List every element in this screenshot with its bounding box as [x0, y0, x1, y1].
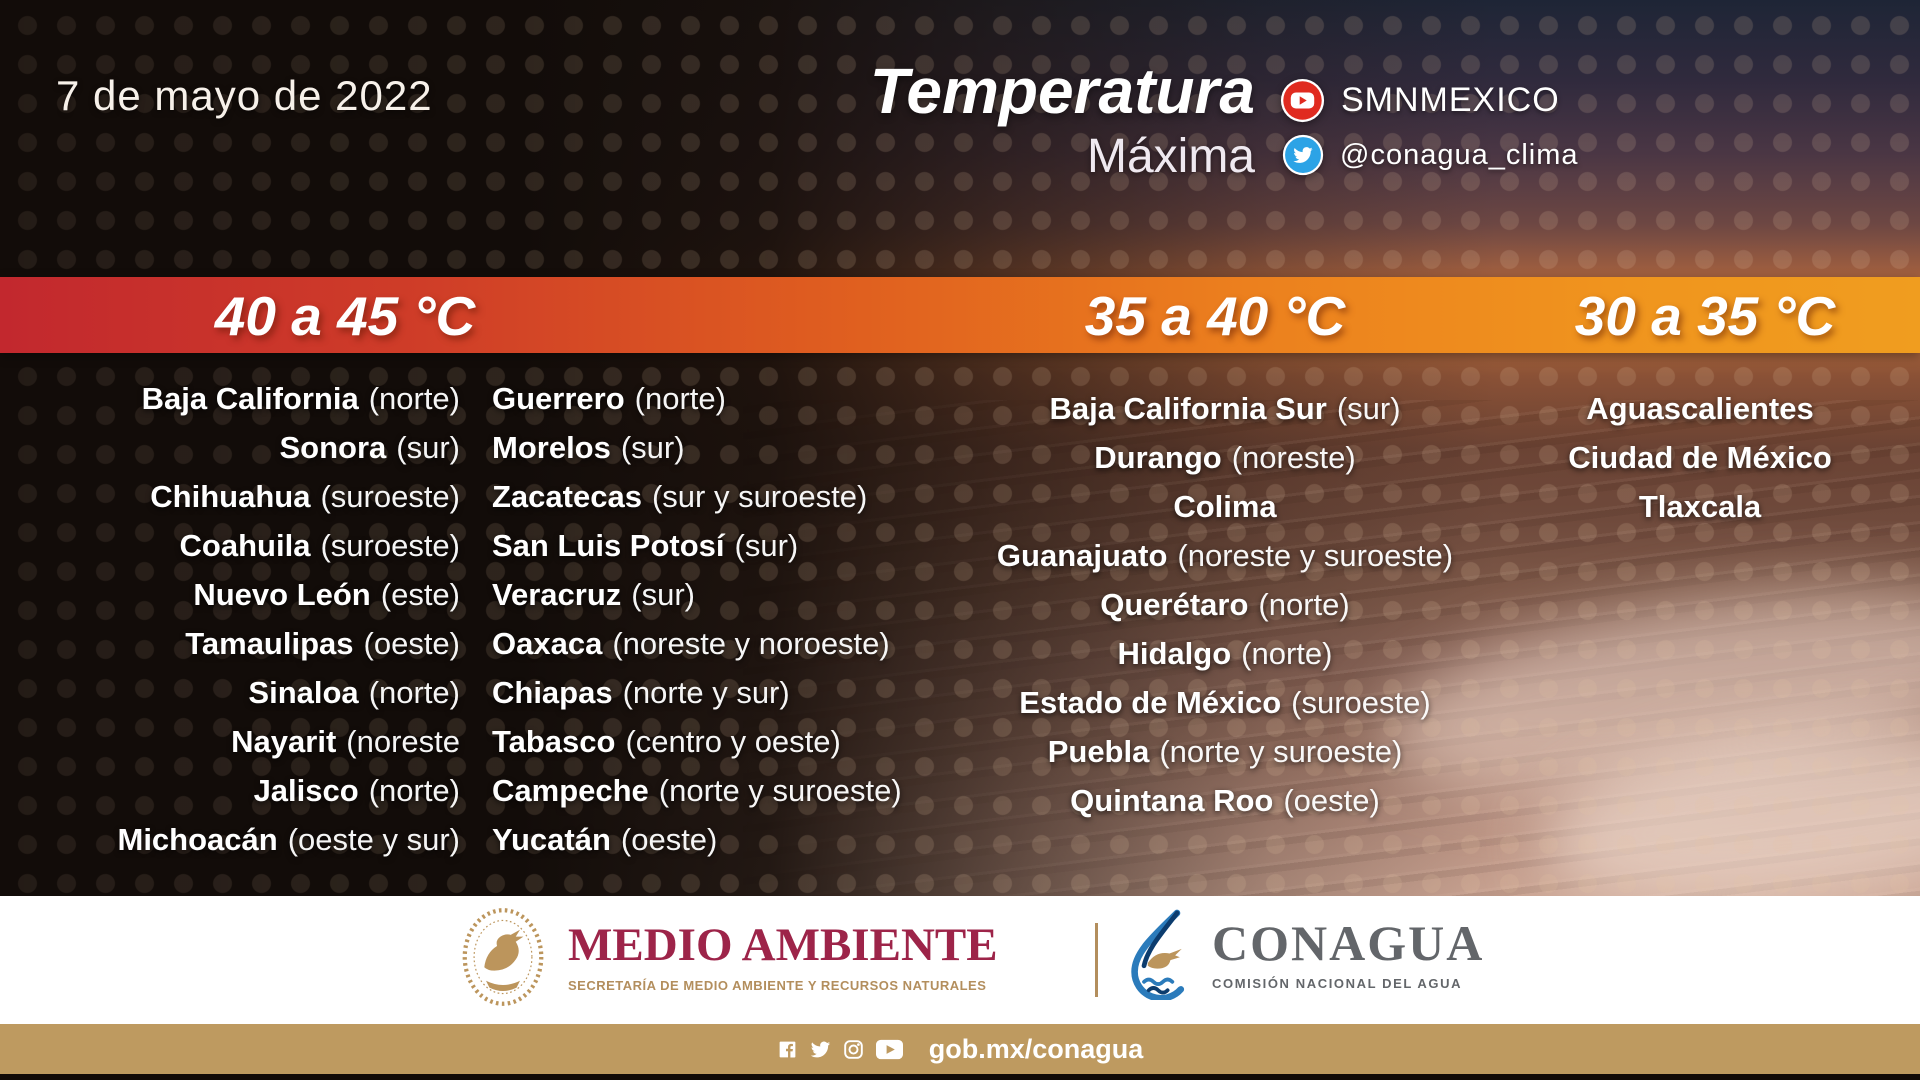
facebook-icon[interactable]	[777, 1039, 798, 1060]
state-item: Chiapas (norte y sur)	[492, 675, 790, 710]
state-item: Campeche (norte y suroeste)	[492, 773, 902, 808]
state-item: Sinaloa (norte)	[248, 675, 460, 710]
footer-bar	[0, 896, 1920, 1024]
footer-divider	[1095, 923, 1098, 997]
range-35-40-label: 35 a 40 °C	[1084, 285, 1346, 347]
semarnat-text: MEDIO AMBIENTE SECRETARÍA DE MEDIO AMBIE…	[568, 918, 998, 993]
semarnat-logo-group: MEDIO AMBIENTE SECRETARÍA DE MEDIO AMBIE…	[460, 906, 998, 1008]
conagua-title: CONAGUA	[1212, 914, 1485, 971]
page-title: Temperatura	[869, 55, 1255, 127]
twitter-icon	[1282, 134, 1324, 176]
states-40-45-column-left: Baja California (norte) Sonora (sur) Chihuah…	[40, 353, 461, 864]
state-item: Veracruz (sur)	[492, 577, 695, 612]
temperature-range-band	[0, 277, 1920, 353]
state-item: Estado de México (suroeste)	[1019, 685, 1431, 720]
halftone-dot-pattern	[0, 0, 1920, 896]
state-item: Oaxaca (noreste y noroeste)	[492, 626, 890, 661]
state-item: Durango (noreste)	[1094, 440, 1356, 475]
state-item: Chihuahua (suroeste)	[150, 479, 460, 514]
state-item: Baja California Sur (sur)	[1049, 391, 1401, 426]
semarnat-title: MEDIO AMBIENTE	[568, 918, 998, 971]
state-item: Querétaro (norte)	[1100, 587, 1350, 622]
state-item: Hidalgo (norte)	[1117, 636, 1333, 671]
state-item: Nayarit (noreste	[231, 724, 460, 759]
state-item: Quintana Roo (oeste)	[1070, 783, 1380, 818]
twitter-handle-row[interactable]: @conagua_clima	[1280, 134, 1579, 176]
state-item: Baja California (norte)	[141, 381, 460, 416]
conagua-text: CONAGUA COMISIÓN NACIONAL DEL AGUA	[1212, 918, 1484, 991]
states-35-40-column: Baja California Sur (sur) Durango (noreste)…	[975, 353, 1475, 825]
date-label: 7 de mayo de 2022	[56, 72, 433, 119]
mexico-eagle-emblem-icon	[462, 908, 544, 1006]
range-30-35-label: 30 a 35 °C	[1574, 285, 1836, 347]
social-handles: SMNMEXICO @conagua_clima	[1280, 78, 1579, 176]
bottom-edge-strip	[0, 1074, 1920, 1080]
semarnat-subtitle: SECRETARÍA DE MEDIO AMBIENTE Y RECURSOS …	[568, 977, 987, 993]
state-item: Puebla (norte y suroeste)	[1047, 734, 1403, 769]
page-subtitle: Máxima	[1086, 130, 1255, 184]
youtube-handle: SMNMEXICO	[1341, 81, 1560, 119]
title-block: Temperatura Máxima	[869, 55, 1255, 184]
conagua-drop-logo-icon	[1131, 909, 1185, 1000]
range-40-45-label: 40 a 45 °C	[214, 285, 476, 347]
state-item: Aguascalientes	[1586, 391, 1814, 426]
youtube-icon[interactable]	[875, 1039, 903, 1060]
gold-social-bar: gob.mx/conagua	[0, 1024, 1920, 1074]
twitter-handle: @conagua_clima	[1340, 138, 1579, 171]
state-item: Nuevo León (este)	[193, 577, 460, 612]
state-item: Guerrero (norte)	[492, 381, 726, 416]
gob-mx-link[interactable]: gob.mx/conagua	[928, 1033, 1144, 1064]
state-item: Colima	[1173, 489, 1277, 524]
state-item: Jalisco (norte)	[253, 773, 460, 808]
states-40-45-column-right: Guerrero (norte) Morelos (sur) Zacatecas (sur…	[492, 353, 962, 864]
youtube-handle-row[interactable]: SMNMEXICO	[1280, 78, 1579, 123]
youtube-icon	[1280, 78, 1325, 123]
twitter-icon[interactable]	[810, 1039, 831, 1060]
instagram-icon[interactable]	[843, 1039, 864, 1060]
states-30-35-column: Aguascalientes Ciudad de México Tlaxcala	[1480, 353, 1920, 531]
state-item: Tamaulipas (oeste)	[185, 626, 460, 661]
conagua-logo-group: CONAGUA COMISIÓN NACIONAL DEL AGUA	[1128, 908, 1484, 1000]
state-item: Morelos (sur)	[492, 430, 685, 465]
state-item: Tabasco (centro y oeste)	[492, 724, 841, 759]
state-item: Sonora (sur)	[279, 430, 460, 465]
state-item: Yucatán (oeste)	[492, 822, 718, 857]
state-item: Ciudad de México	[1568, 440, 1832, 475]
state-item: Coahuila (suroeste)	[179, 528, 460, 563]
state-item: Zacatecas (sur y suroeste)	[492, 479, 868, 514]
state-item: San Luis Potosí (sur)	[492, 528, 799, 563]
state-item: Guanajuato (noreste y suroeste)	[996, 538, 1454, 573]
state-item: Tlaxcala	[1638, 489, 1762, 524]
state-item: Michoacán (oeste y sur)	[117, 822, 461, 857]
conagua-subtitle: COMISIÓN NACIONAL DEL AGUA	[1212, 975, 1463, 991]
